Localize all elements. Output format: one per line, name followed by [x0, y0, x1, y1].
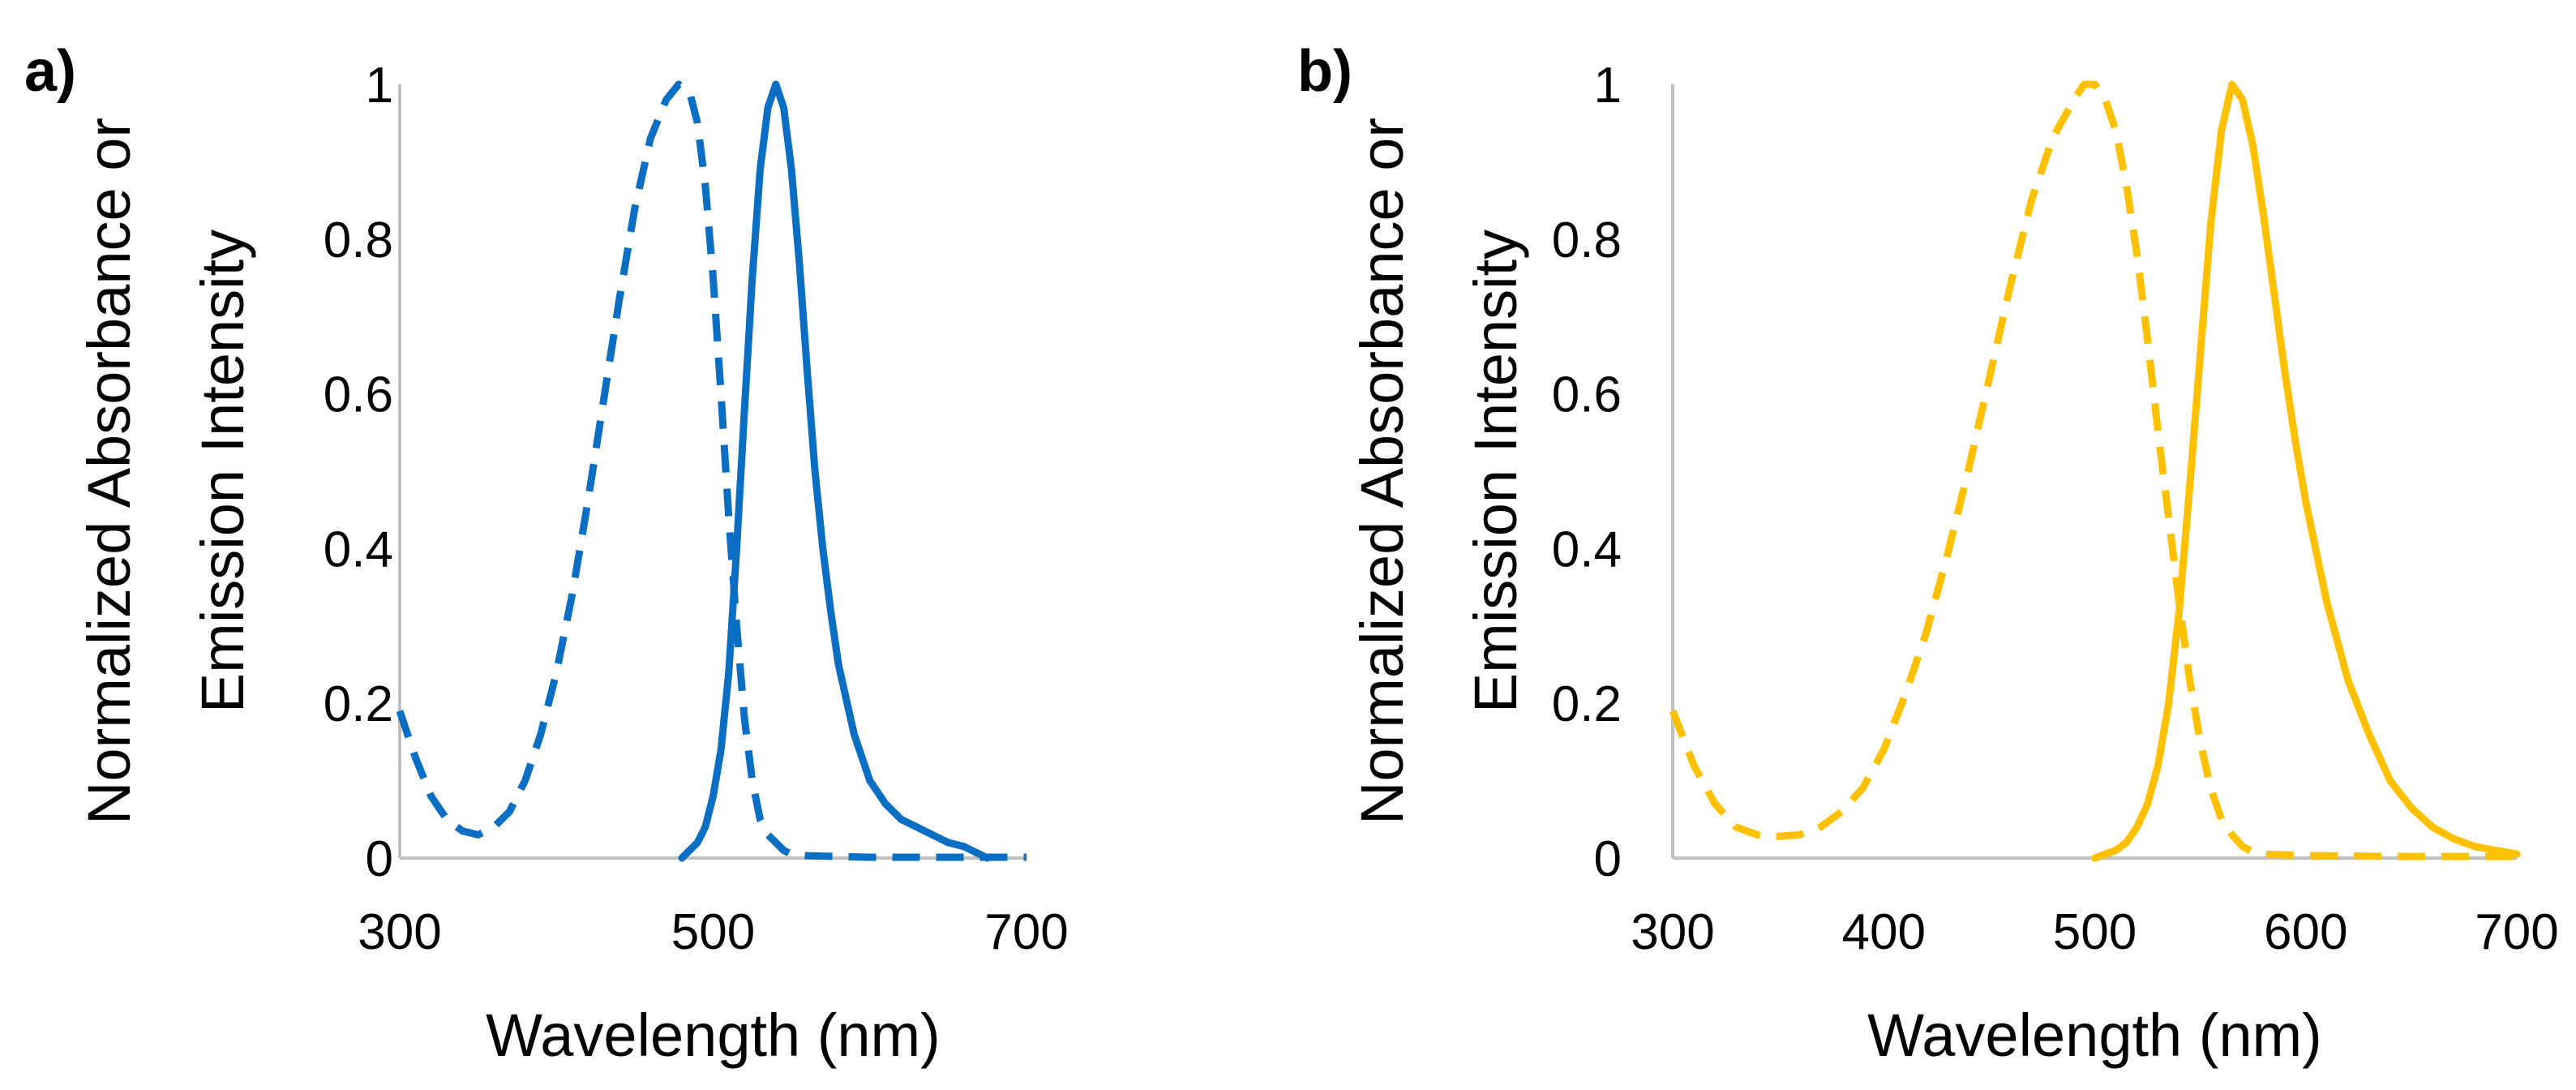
series-absorbance-line [1669, 80, 2517, 860]
y-axis-title-line-2: Emission Intensity [189, 230, 256, 713]
y-tick-label: 0.2 [1552, 676, 1622, 732]
x-axis-title: Wavelength (nm) [486, 1002, 941, 1069]
x-tick-label: 600 [2264, 904, 2347, 960]
x-tick-label: 400 [1842, 904, 1926, 960]
y-tick-label: 0.8 [324, 212, 393, 268]
y-axis-title-line-1: Normalized Absorbance or [1348, 118, 1416, 825]
y-tick-label: 1 [366, 58, 393, 114]
x-tick-label: 700 [984, 904, 1068, 960]
series-absorbance-line [396, 80, 1027, 861]
panel-label: a) [24, 39, 76, 104]
y-tick-label: 1 [1594, 58, 1622, 114]
panel-label: b) [1297, 39, 1352, 104]
y-tick-label: 0.8 [1552, 212, 1622, 268]
x-tick-label: 300 [358, 904, 441, 960]
x-axis-title: Wavelength (nm) [1867, 1002, 2322, 1069]
x-tick-label: 500 [671, 904, 755, 960]
y-tick-label: 0.2 [324, 676, 393, 732]
y-axis-title-line-1: Normalized Absorbance or [75, 118, 143, 825]
y-tick-label: 0.6 [1552, 367, 1622, 423]
y-tick-label: 0 [366, 831, 393, 887]
series-emission-line [2091, 80, 2521, 862]
x-tick-label: 300 [1631, 904, 1714, 960]
y-axis-title-line-2: Emission Intensity [1462, 230, 1529, 713]
y-tick-label: 0 [1594, 831, 1622, 887]
series-emission-line [678, 80, 992, 862]
y-tick-label: 0.4 [1552, 521, 1622, 577]
y-tick-label: 0.4 [324, 521, 393, 577]
panel-a: 0 0.2 0.4 0.6 0.8 1 300 500 700 Wavelength (nm) No… [24, 39, 1069, 1069]
x-tick-label: 700 [2475, 904, 2558, 960]
panel-b: 0 0.2 0.4 0.6 0.8 1 300 400 500 600 700 Wavelength … [1297, 39, 2559, 1069]
x-tick-label: 500 [2053, 904, 2137, 960]
y-tick-label: 0.6 [324, 367, 393, 423]
